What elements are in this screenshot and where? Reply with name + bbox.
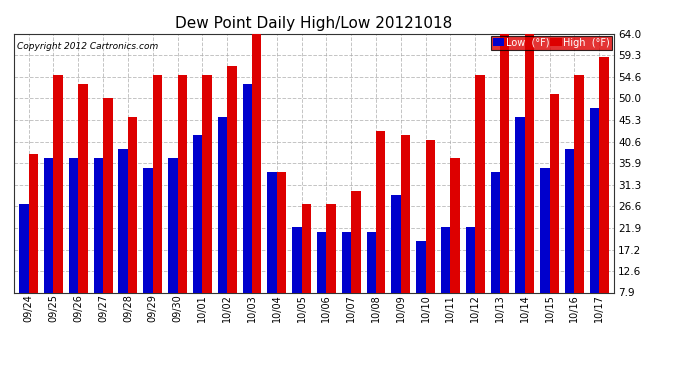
Bar [168, 158, 177, 329]
Bar [441, 228, 451, 329]
Bar [44, 158, 54, 329]
Bar [590, 108, 599, 329]
Bar [491, 172, 500, 329]
Text: Copyright 2012 Cartronics.com: Copyright 2012 Cartronics.com [17, 42, 158, 51]
Bar [574, 75, 584, 329]
Bar [177, 75, 187, 329]
Bar [69, 158, 78, 329]
Title: Dew Point Daily High/Low 20121018: Dew Point Daily High/Low 20121018 [175, 16, 453, 31]
Bar [94, 158, 103, 329]
Bar [267, 172, 277, 329]
Bar [19, 204, 29, 329]
Bar [342, 232, 351, 329]
Bar [227, 66, 237, 329]
Bar [119, 149, 128, 329]
Bar [103, 98, 112, 329]
Bar [202, 75, 212, 329]
Bar [475, 75, 484, 329]
Bar [193, 135, 202, 329]
Bar [277, 172, 286, 329]
Bar [550, 94, 559, 329]
Bar [416, 241, 426, 329]
Bar [466, 228, 475, 329]
Bar [29, 154, 38, 329]
Bar [565, 149, 574, 329]
Bar [391, 195, 401, 329]
Bar [302, 204, 311, 329]
Bar [218, 117, 227, 329]
Bar [401, 135, 410, 329]
Bar [525, 34, 534, 329]
Bar [317, 232, 326, 329]
Legend: Low  (°F), High  (°F): Low (°F), High (°F) [491, 36, 612, 50]
Bar [540, 168, 550, 329]
Bar [451, 158, 460, 329]
Bar [152, 75, 162, 329]
Bar [292, 228, 302, 329]
Bar [144, 168, 152, 329]
Bar [500, 34, 509, 329]
Bar [78, 84, 88, 329]
Bar [326, 204, 336, 329]
Bar [366, 232, 376, 329]
Bar [351, 190, 361, 329]
Bar [426, 140, 435, 329]
Bar [515, 117, 525, 329]
Bar [242, 84, 252, 329]
Bar [599, 57, 609, 329]
Bar [376, 130, 386, 329]
Bar [54, 75, 63, 329]
Bar [128, 117, 137, 329]
Bar [252, 34, 262, 329]
